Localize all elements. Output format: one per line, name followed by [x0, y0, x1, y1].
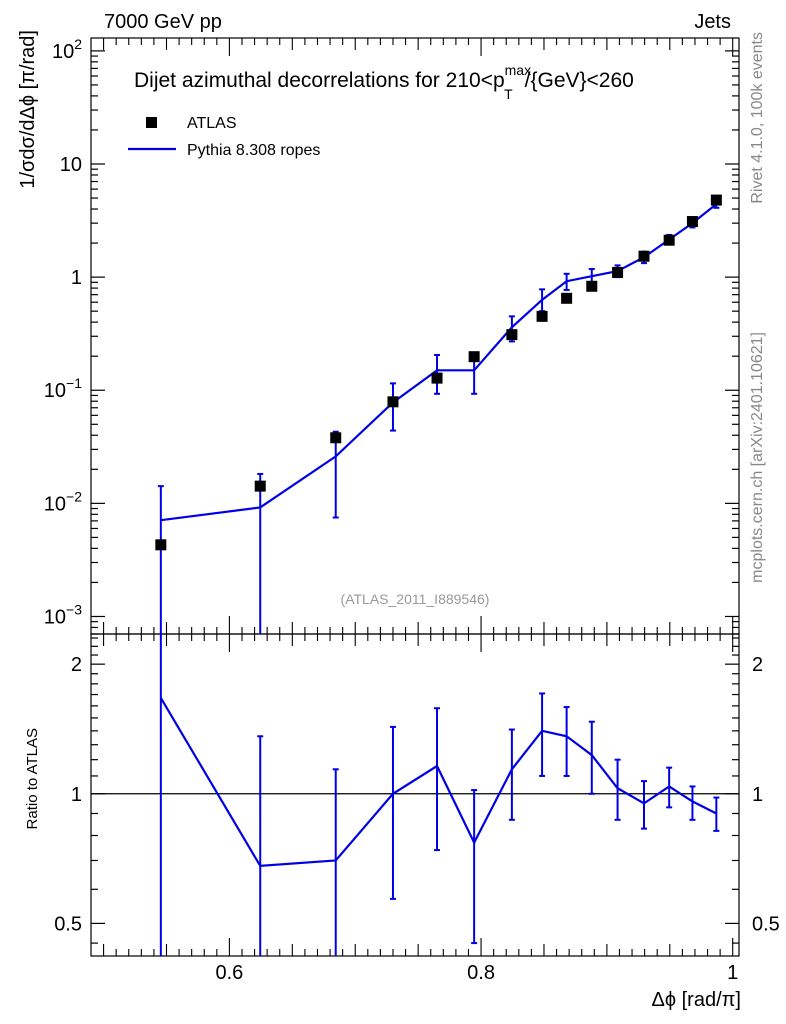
- legend-marker-atlas: [146, 117, 157, 128]
- header-left-label: 7000 GeV pp: [104, 11, 222, 33]
- data-point: [710, 194, 722, 206]
- ratio-y-tick-label-left: 0.5: [54, 913, 82, 935]
- title-main: Dijet azimuthal decorrelations for 210<p: [134, 69, 505, 92]
- ratio-panel-frame: [90, 633, 740, 957]
- data-point: [330, 432, 342, 444]
- ratio-line: [159, 697, 717, 868]
- x-tick-label: 0.8: [467, 962, 495, 984]
- x-tick-label: 1: [727, 962, 738, 984]
- main-y-tick-label: 102: [52, 36, 82, 63]
- ratio-y-tick-label-right: 1: [752, 784, 763, 806]
- title-tail: /{GeV}<260: [525, 69, 634, 92]
- main-y-axis-label: 1/σdσ/dΔϕ [π/rad]: [17, 30, 39, 189]
- data-point: [686, 216, 698, 228]
- ratio-y-ticks: 0.5 0.5 1 1 2 2: [54, 637, 780, 944]
- data-point: [506, 329, 518, 341]
- ratio-y-tick-label-right: 2: [752, 654, 763, 676]
- main-y-ticks: 10−3 10−2 10−1 1 10 102: [44, 36, 739, 635]
- main-y-tick-label: 1: [71, 267, 82, 289]
- data-point: [536, 310, 548, 322]
- mc-curve: [160, 203, 718, 522]
- main-y-tick-label: 10−1: [44, 375, 82, 402]
- data-point: [431, 372, 443, 384]
- side-text-mcplots: mcplots.cern.ch [arXiv:2401.10621]: [749, 332, 766, 583]
- data-point: [561, 292, 573, 304]
- data-point: [663, 234, 675, 246]
- x-tick-label: 0.6: [216, 962, 244, 984]
- title-sub: T: [504, 86, 513, 102]
- ratio-y-axis-label: Ratio to ATLAS: [24, 728, 41, 829]
- data-point: [586, 280, 598, 292]
- mc-error-bars: [157, 199, 720, 634]
- x-axis-label: Δϕ [rad/π]: [652, 989, 742, 1011]
- data-point: [468, 351, 480, 363]
- side-text-rivet: Rivet 4.1.0, 100k events: [749, 32, 766, 204]
- analysis-annotation: (ATLAS_2011_I889546): [341, 591, 490, 607]
- title-sup: max: [505, 62, 531, 78]
- ratio-error-bars: [159, 634, 720, 956]
- main-y-tick-label: 10: [60, 154, 82, 176]
- legend-label-pythia: Pythia 8.308 ropes: [187, 142, 320, 159]
- main-y-tick-label: 10−3: [44, 601, 82, 628]
- chart-title: Dijet azimuthal decorrelations for 210<p…: [134, 62, 634, 102]
- data-point: [254, 480, 266, 492]
- header-right-label: Jets: [694, 11, 731, 33]
- main-y-tick-label: 10−2: [44, 488, 82, 515]
- data-point: [638, 250, 650, 262]
- x-axis-ticks: 0.6 0.8 1: [103, 38, 738, 984]
- ratio-y-tick-label-left: 1: [71, 784, 82, 806]
- data-point: [155, 539, 167, 551]
- ratio-y-tick-label-right: 0.5: [752, 913, 780, 935]
- ratio-y-tick-label-left: 2: [71, 654, 82, 676]
- data-points: [155, 194, 722, 551]
- legend-label-atlas: ATLAS: [187, 115, 237, 132]
- mc-line: [160, 203, 718, 522]
- data-point: [612, 266, 624, 278]
- data-point: [387, 396, 399, 408]
- ratio-curve: [159, 697, 717, 868]
